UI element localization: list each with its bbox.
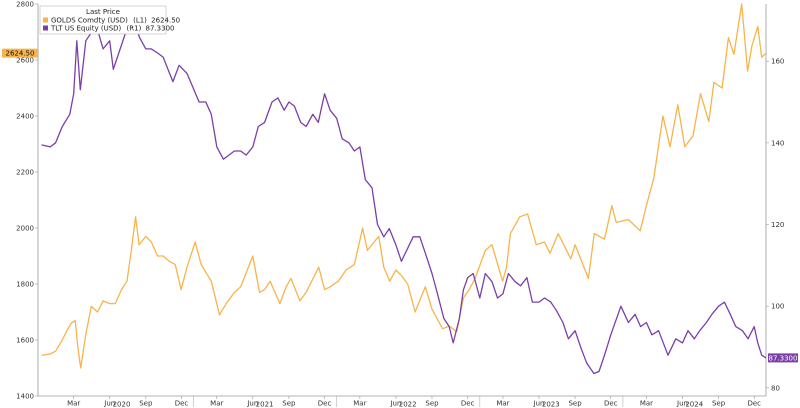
x-axis-tick-label: Sep: [282, 400, 296, 408]
x-axis-tick-label: Mar: [353, 400, 366, 408]
last-value-tag-gold-box: [2, 48, 38, 58]
x-axis-tick-label: Mar: [640, 400, 653, 408]
legend-swatch-gold: [43, 17, 48, 23]
left-axis-tick-label: 2200: [16, 169, 34, 177]
x-axis: Mar Jun Sep Dec Mar Jun Sep Dec Mar Jun Sep Dec Mar J…: [67, 396, 761, 408]
series-line-gold: [41, 3, 767, 369]
legend-box: [39, 5, 167, 35]
right-axis-tick-label: 160: [771, 58, 784, 66]
last-value-tag-tlt-text: 87.3300: [769, 354, 798, 362]
left-axis-tick-label: 1800: [16, 281, 34, 289]
x-axis-tick-label: Jun: [246, 400, 258, 408]
left-axis-tick-label: 1600: [16, 337, 34, 345]
x-axis-tick-label: Jun: [533, 400, 545, 408]
x-axis-tick-label: Jun: [676, 400, 688, 408]
x-axis-tick-label: Mar: [210, 400, 223, 408]
right-axis-tick-label: 100: [771, 303, 784, 311]
last-value-tag-tlt-box: [768, 353, 798, 363]
x-axis-tick-label: Dec: [175, 400, 189, 408]
legend-swatch-tlt: [43, 25, 48, 31]
x-axis-tick-label: Sep: [712, 400, 726, 408]
series-layer: [41, 3, 767, 375]
year-label: 2023: [542, 401, 560, 408]
x-axis-tick-label: Mar: [496, 400, 509, 408]
left-axis-tick-label: 2800: [16, 1, 34, 9]
x-axis-tick-label: Dec: [318, 400, 332, 408]
year-label: 2024: [685, 401, 703, 408]
x-axis-tick-label: Dec: [604, 400, 618, 408]
right-axis: 80 100 120 140 160: [766, 58, 784, 392]
left-axis-tick-label: 2000: [16, 225, 34, 233]
x-axis-tick-label: Mar: [67, 400, 80, 408]
left-axis-tick-label: 2400: [16, 113, 34, 121]
last-value-tag-gold-text: 2624.50: [6, 50, 35, 58]
x-axis-tick-label: Sep: [568, 400, 582, 408]
x-axis-tick-label: Jun: [389, 400, 401, 408]
legend-entry-gold: GOLDS Comdty (USD) (L1) 2624.50: [51, 17, 180, 25]
x-axis-tick-label: Sep: [139, 400, 153, 408]
legend-entry-tlt: TLT US Equity (USD) (R1) 87.3300: [50, 25, 175, 33]
plot-area: [38, 4, 766, 396]
legend-title: Last Price: [86, 8, 120, 16]
last-value-tag-tlt: 87.3300: [768, 353, 798, 363]
year-label: 2022: [399, 401, 417, 408]
last-value-tag-gold: 2624.50: [2, 48, 38, 58]
right-axis-tick-label: 120: [771, 221, 784, 229]
x-axis-tick-label: Dec: [747, 400, 761, 408]
x-axis-tick-label: Jun: [103, 400, 115, 408]
series-line-tlt: [41, 11, 767, 375]
legend: Last Price GOLDS Comdty (USD) (L1) 2624.…: [39, 5, 180, 35]
year-label: 2020: [113, 401, 131, 408]
x-axis-tick-label: Sep: [425, 400, 439, 408]
left-axis: 1400 1600 1800 2000 2200 2400 2600 2800: [16, 1, 38, 401]
left-axis-tick-label: 2600: [16, 57, 34, 65]
right-axis-tick-label: 140: [771, 139, 784, 147]
year-label: 2021: [256, 401, 274, 408]
left-axis-tick-label: 1400: [16, 393, 34, 401]
right-axis-tick-label: 80: [771, 384, 780, 392]
x-axis-tick-label: Dec: [461, 400, 475, 408]
